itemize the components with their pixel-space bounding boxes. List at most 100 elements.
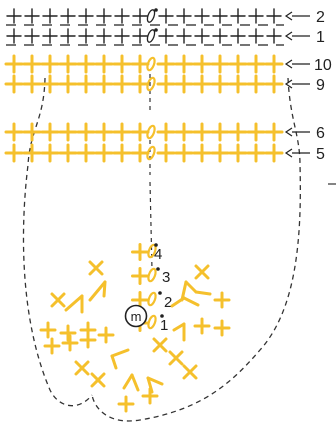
sc-stitch — [212, 8, 228, 24]
sc-stitch — [141, 387, 159, 405]
sc-stitch — [174, 54, 194, 74]
chain-stitch — [147, 267, 157, 283]
sc-stitch — [40, 54, 60, 74]
sc-stitch — [60, 8, 76, 24]
sc-stitch — [58, 74, 78, 94]
sc-stitch — [96, 28, 112, 44]
stitch-row — [4, 74, 284, 94]
stitch-group — [213, 291, 231, 309]
sc-stitch — [76, 143, 96, 163]
sc-stitch — [176, 28, 192, 44]
sc-stitch — [58, 54, 78, 74]
sc-stitch — [210, 54, 230, 74]
stitch-row — [6, 28, 284, 46]
stitch-stroke — [130, 373, 140, 392]
sc-stitch — [264, 122, 284, 142]
stitch-row — [6, 8, 284, 26]
sc-stitch — [246, 74, 266, 94]
sc-stitch — [132, 8, 148, 24]
stitch-stroke — [110, 354, 118, 370]
sc-stitch — [117, 395, 135, 413]
slip-stitch-dot — [156, 267, 160, 271]
sc-stitch — [228, 74, 248, 94]
row-label: 5 — [316, 146, 325, 163]
sc-stitch — [130, 74, 150, 94]
round-label: 4 — [154, 246, 162, 263]
chain-stitch — [146, 145, 156, 161]
sc-stitch — [58, 143, 78, 163]
slip-stitch-dot — [160, 314, 164, 318]
stitch-rows — [4, 8, 284, 163]
row-label-group: 10 — [284, 57, 332, 74]
stitch-stroke — [64, 294, 84, 312]
stitch-group — [141, 387, 159, 405]
stitch-stroke — [182, 296, 200, 307]
sc-stitch — [174, 74, 194, 94]
sc-stitch — [4, 122, 24, 142]
sc-stitch — [246, 54, 266, 74]
chain-stitch — [146, 56, 156, 72]
outline-dashed-border — [22, 77, 301, 422]
stitch-stroke — [172, 322, 186, 332]
stitch-stroke — [102, 280, 107, 298]
sc-stitch — [94, 143, 114, 163]
sc-stitch — [40, 122, 60, 142]
sc-stitch — [24, 8, 40, 24]
row-label: 6 — [316, 125, 325, 142]
row-label-group: 1 — [284, 29, 325, 46]
sc-stitch — [194, 264, 210, 280]
chain-stitch — [146, 29, 156, 43]
stitch-stroke — [194, 290, 212, 296]
sc-stitch — [97, 326, 115, 344]
sc-stitch — [158, 8, 174, 24]
stitch-stroke — [88, 280, 107, 302]
sc-stitch — [130, 122, 150, 142]
magic-ring: m — [124, 304, 148, 328]
sc-stitch — [264, 54, 284, 74]
sc-stitch — [4, 54, 24, 74]
sc-stitch — [210, 74, 230, 94]
row-label: 1 — [316, 29, 325, 46]
round-label: 2 — [164, 294, 172, 311]
sc-stitch — [94, 74, 114, 94]
sc-stitch — [266, 8, 282, 24]
sc-stitch — [182, 364, 198, 380]
radial-stitches — [39, 260, 231, 413]
stitch-stroke — [110, 348, 130, 358]
sc-stitch — [210, 122, 230, 142]
chain-stitch — [146, 9, 156, 23]
sc-stitch — [90, 372, 106, 388]
sc-stitch — [230, 28, 246, 44]
stitch-stroke — [146, 376, 164, 386]
center-round — [131, 291, 162, 309]
stitch-group — [59, 324, 77, 342]
sc-stitch — [88, 260, 104, 276]
sc-stitch — [192, 122, 212, 142]
sc-stitch — [39, 321, 57, 339]
sc-stitch — [42, 28, 58, 44]
sc-stitch — [228, 54, 248, 74]
sc-stitch — [96, 8, 112, 24]
sc-stitch — [192, 143, 212, 163]
sc-stitch — [156, 143, 176, 163]
sc-stitch — [266, 28, 282, 44]
sc-stitch — [40, 143, 60, 163]
sc-stitch — [42, 8, 58, 24]
stitch-group — [117, 395, 135, 413]
sc-stitch — [112, 74, 132, 94]
row-label-group: 6 — [284, 125, 325, 142]
sc-stitch — [192, 74, 212, 94]
row-label-group: 9 — [284, 77, 325, 94]
round-label: 3 — [162, 269, 170, 286]
slip-stitch-dot — [154, 243, 158, 247]
stitch-stroke — [180, 280, 188, 302]
stitch-stroke — [122, 373, 134, 390]
sc-stitch — [210, 143, 230, 163]
stitch-row — [4, 143, 284, 163]
sc-stitch — [78, 8, 94, 24]
sc-stitch — [43, 337, 61, 355]
sc-stitch — [158, 28, 174, 44]
stitch-group — [43, 337, 61, 355]
sc-stitch — [156, 54, 176, 74]
stitch-group — [61, 334, 79, 352]
